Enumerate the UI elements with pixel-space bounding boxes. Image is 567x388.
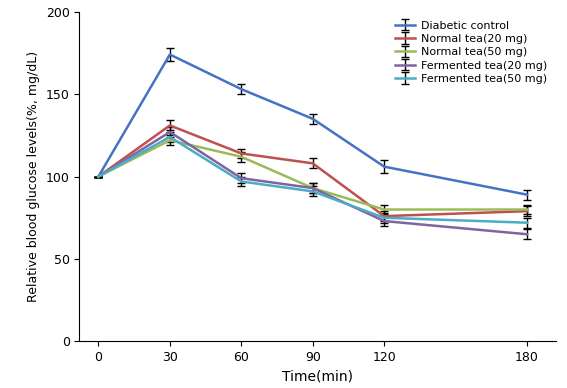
X-axis label: Time(min): Time(min) [282, 370, 353, 384]
Legend: Diabetic control, Normal tea(20 mg), Normal tea(50 mg), Fermented tea(20 mg), Fe: Diabetic control, Normal tea(20 mg), Nor… [392, 17, 550, 87]
Y-axis label: Relative blood glucose levels(%, mg/dL): Relative blood glucose levels(%, mg/dL) [27, 51, 40, 302]
